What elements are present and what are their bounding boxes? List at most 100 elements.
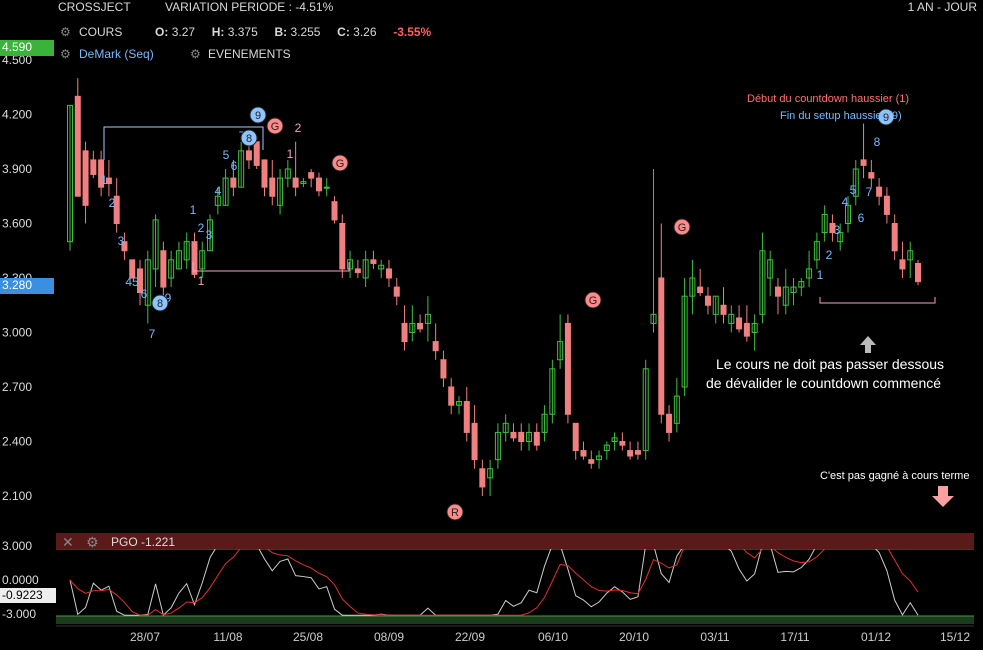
td-count-label: 2: [295, 121, 302, 135]
x-tick-label: 25/08: [293, 630, 323, 644]
close-label: C:: [337, 25, 350, 39]
candle-body: [743, 322, 750, 337]
y-tick-label: 2.400: [2, 435, 32, 449]
x-tick-label: 01/12: [861, 630, 891, 644]
pgo-label[interactable]: PGO -1.221: [111, 535, 176, 549]
cours-label[interactable]: COURS: [79, 25, 123, 39]
td-count-label: 3: [834, 223, 841, 237]
candle-body: [144, 259, 151, 306]
candle-body: [821, 213, 828, 234]
td-count-label: 6: [231, 159, 238, 173]
candle-body: [557, 341, 564, 361]
candle-body: [378, 264, 385, 270]
td-marker-label: 8: [246, 133, 252, 145]
pgo-line: [69, 544, 919, 617]
candle-body: [533, 431, 540, 446]
variation-periode: VARIATION PERIODE : -4.51%: [165, 0, 334, 14]
candle-body: [121, 241, 128, 252]
candle-body: [549, 368, 556, 415]
high-value: 3.375: [227, 25, 258, 39]
candle-body: [90, 159, 97, 175]
candle-body: [751, 322, 758, 333]
candle-body: [417, 322, 424, 330]
x-tick-label: 03/11: [700, 630, 729, 644]
candle-body: [105, 177, 112, 185]
candle-body: [899, 259, 906, 270]
open-value: 3.27: [171, 25, 196, 39]
evenements-label[interactable]: EVENEMENTS: [208, 47, 291, 61]
candle-body: [113, 195, 120, 224]
candle-body: [277, 177, 284, 206]
candle-body: [401, 322, 408, 343]
candle-body: [300, 181, 307, 185]
td-count-label: 2: [198, 221, 205, 235]
candle-body: [774, 286, 781, 297]
candle-body: [681, 295, 688, 388]
candle-body: [642, 368, 649, 452]
candle-body: [152, 219, 159, 270]
symbol-title: CROSSJECT: [58, 0, 131, 14]
candle-body: [790, 286, 797, 294]
candle-body: [502, 422, 509, 433]
annotation-note-line2: de dévalider le countdown commencé: [706, 375, 942, 391]
candle-body: [876, 186, 883, 197]
td-count-label: 6: [858, 211, 865, 225]
td-marker-label: G: [271, 121, 280, 133]
candle-body: [588, 459, 595, 464]
candle-body: [393, 286, 400, 297]
candle-body: [712, 295, 719, 315]
annotation-countdown-start: Début du countdown haussier (1): [747, 93, 910, 105]
gear-icon[interactable]: ⚙: [60, 47, 71, 61]
td-marker-circle: [266, 117, 284, 135]
up-arrow-icon: [860, 336, 876, 353]
high-label: H:: [211, 25, 225, 39]
candle-body: [175, 250, 182, 270]
candle-body: [67, 104, 73, 243]
candle-body: [658, 277, 665, 415]
candle-body: [494, 431, 501, 461]
td-count-label: 1: [101, 173, 108, 187]
candle-body: [518, 431, 525, 442]
y-tick-label: 3.900: [2, 162, 32, 176]
td-marker-circle: [249, 106, 267, 124]
td-count-label: 5: [223, 148, 230, 162]
gear-icon[interactable]: ⚙: [60, 25, 71, 39]
candle-body: [463, 401, 470, 433]
candle-body: [704, 295, 711, 306]
candle-body: [261, 159, 268, 188]
close-icon[interactable]: ✕: [62, 534, 74, 550]
candle-body: [199, 250, 206, 270]
period-selector[interactable]: 1 AN - JOUR: [907, 0, 977, 14]
candle-body: [222, 177, 229, 206]
candle-body: [432, 341, 439, 352]
candle-body: [207, 219, 214, 252]
gear-icon[interactable]: ⚙: [86, 534, 99, 550]
y-tick-label: 4.200: [2, 108, 32, 122]
td-marker-label: G: [589, 295, 598, 307]
y-tick-label: 2.700: [2, 380, 32, 394]
x-tick-label: 17/11: [780, 630, 809, 644]
x-tick-label: 22/09: [455, 630, 485, 644]
candle-body: [697, 286, 704, 294]
candle-body: [580, 450, 587, 457]
candle-body: [860, 159, 867, 166]
candle-body: [245, 150, 252, 161]
gear-icon[interactable]: ⚙: [190, 47, 201, 61]
candle-body: [82, 150, 89, 206]
x-tick-label: 11/08: [213, 630, 242, 644]
demark-indicator-label[interactable]: DeMark (Seq): [79, 47, 154, 61]
pgo-current-tag: -0.9223: [0, 588, 56, 603]
ohlc-readout: O: 3.27 H: 3.375 B: 3.255 C: 3.26 -3.55%: [155, 25, 431, 39]
candle-body: [510, 431, 517, 439]
candle-body: [526, 431, 533, 442]
y-tick-label: 3.600: [2, 217, 32, 231]
td-count-label: 8: [874, 135, 881, 149]
td-marker-label: R: [451, 507, 459, 519]
low-value: 3.255: [290, 25, 321, 39]
candle-body: [323, 186, 330, 189]
candle-body: [845, 204, 851, 224]
candle-body: [440, 359, 447, 379]
td-count-label: 3: [206, 228, 213, 242]
candle-body: [728, 313, 735, 324]
